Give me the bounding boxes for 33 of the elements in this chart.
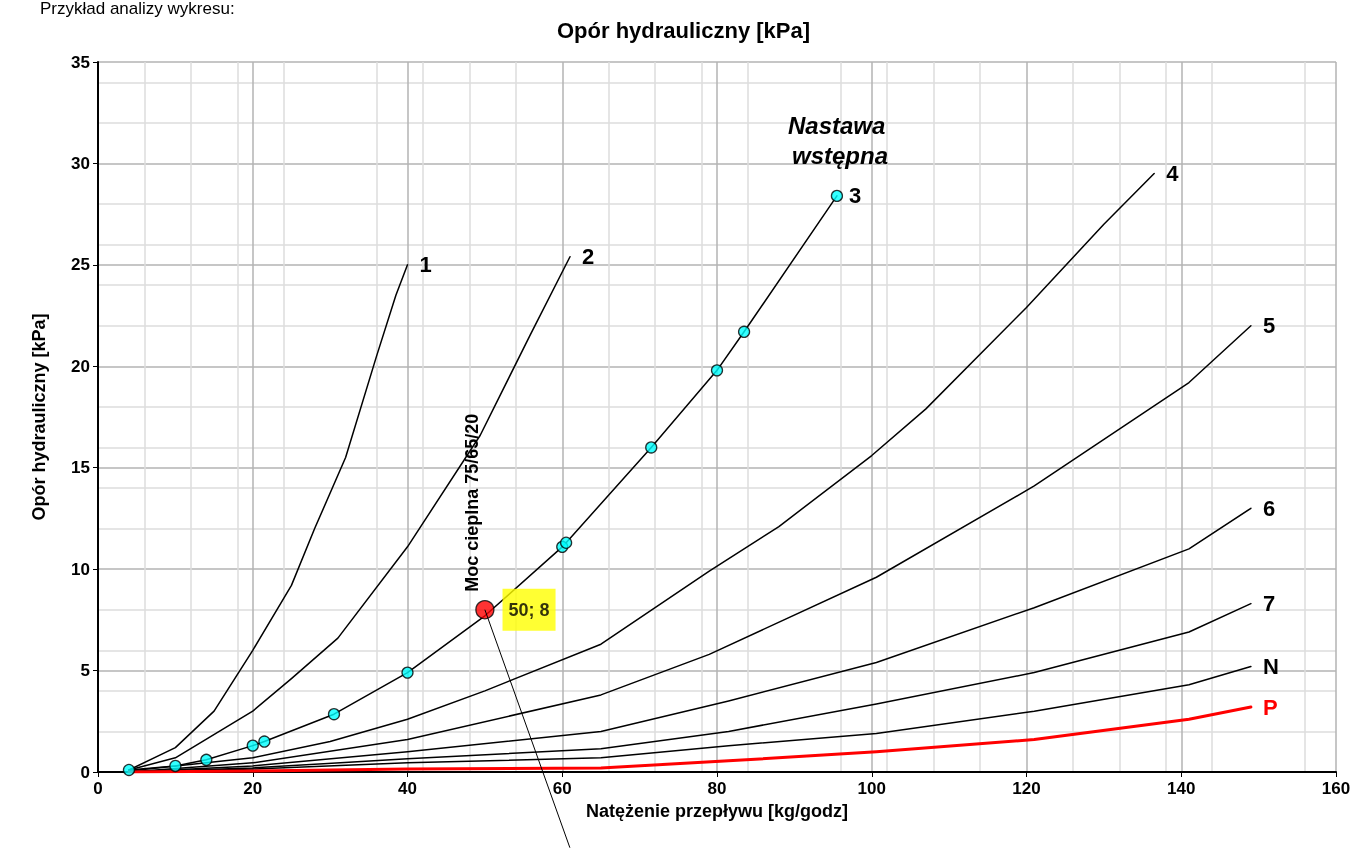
series-label: P	[1262, 694, 1278, 720]
x-tick-label: 0	[93, 779, 103, 798]
x-tick-label: 60	[552, 779, 572, 798]
x-tick-label: 160	[1321, 779, 1351, 798]
series-label: N	[1262, 654, 1279, 680]
y-axis-title: Opór hydrauliczny [kPa]	[29, 313, 49, 521]
annotation: Moc cieplna 75/65/20	[461, 413, 482, 592]
data-label: 50; 8	[508, 599, 550, 620]
series-label: 6	[1262, 495, 1276, 521]
x-tick-label: 100	[857, 779, 886, 798]
x-axis-title: Natężenie przepływu [kg/godz]	[585, 801, 849, 821]
y-tick-label: 20	[71, 356, 90, 376]
y-tick-label: 35	[71, 52, 90, 72]
series-label: 5	[1262, 313, 1276, 339]
y-tick-label: 30	[71, 153, 90, 173]
series-label: 7	[1262, 591, 1276, 617]
annotation: Nastawa wstępna	[787, 111, 893, 169]
series-label: 2	[581, 244, 595, 270]
y-tick-label: 0	[80, 762, 90, 782]
x-tick-label: 80	[707, 779, 727, 798]
y-tick-label: 10	[71, 559, 90, 579]
chart-title: Opór hydrauliczny [kPa]	[556, 17, 811, 43]
y-tick-label: 5	[80, 661, 90, 681]
x-tick-label: 40	[398, 779, 417, 798]
x-tick-label: 140	[1167, 779, 1196, 798]
y-tick-label: 25	[71, 255, 90, 275]
x-tick-label: 120	[1012, 779, 1041, 798]
series-label: 3	[848, 183, 862, 209]
series-label: 1	[419, 252, 432, 278]
series-label: 4	[1166, 161, 1180, 187]
y-tick-label: 15	[71, 458, 90, 478]
x-tick-label: 20	[243, 779, 263, 798]
text: Przykład analizy wykresu:	[40, 0, 235, 18]
